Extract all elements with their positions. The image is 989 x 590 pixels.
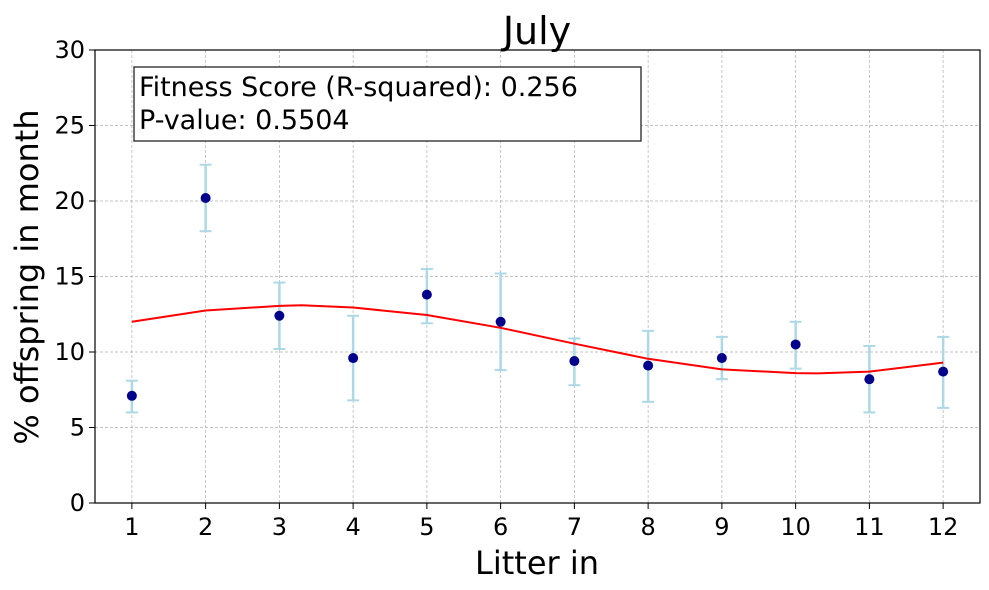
data-point: [126, 390, 137, 401]
fitness-score-text: Fitness Score (R-squared): 0.256: [139, 72, 578, 103]
x-tick-label: 6: [493, 513, 508, 541]
data-point: [495, 316, 506, 327]
x-tick-label: 12: [928, 513, 959, 541]
data-point: [421, 289, 432, 300]
fit-curve: [131, 304, 944, 375]
x-tick-label: 2: [198, 513, 213, 541]
x-tick-label: 8: [640, 513, 655, 541]
data-point: [569, 356, 580, 367]
data-point: [348, 353, 359, 364]
x-tick-label: 3: [272, 513, 287, 541]
p-value-text: P-value: 0.5504: [139, 105, 350, 136]
x-tick-label: 10: [780, 513, 811, 541]
y-tick-label: 15: [54, 263, 85, 291]
data-point: [200, 192, 211, 203]
y-tick-label: 25: [54, 112, 85, 140]
y-axis-label: % offspring in month: [8, 109, 46, 444]
x-tick-label: 4: [345, 513, 360, 541]
data-point: [274, 310, 285, 321]
data-point: [790, 339, 801, 350]
x-tick-label: 11: [854, 513, 885, 541]
data-points: [126, 192, 949, 401]
fit-curve-layer: [131, 304, 944, 375]
stats-annotation-box: Fitness Score (R-squared): 0.256 P-value…: [133, 66, 642, 142]
stats-annotation-frame: [133, 66, 642, 142]
x-tick-label: 7: [567, 513, 582, 541]
y-tick-label: 5: [70, 414, 85, 442]
data-point: [864, 374, 875, 385]
y-tick-label: 0: [70, 489, 85, 517]
y-tick-label: 20: [54, 187, 85, 215]
x-tick-label: 5: [419, 513, 434, 541]
y-tick-label: 10: [54, 338, 85, 366]
x-tick-label: 1: [124, 513, 139, 541]
data-point: [716, 353, 727, 364]
x-axis-label: Litter in: [475, 544, 599, 582]
data-point: [938, 366, 949, 377]
chart-title: July: [501, 9, 571, 53]
data-point: [643, 360, 654, 371]
y-tick-label: 30: [54, 36, 85, 64]
x-tick-label: 9: [714, 513, 729, 541]
